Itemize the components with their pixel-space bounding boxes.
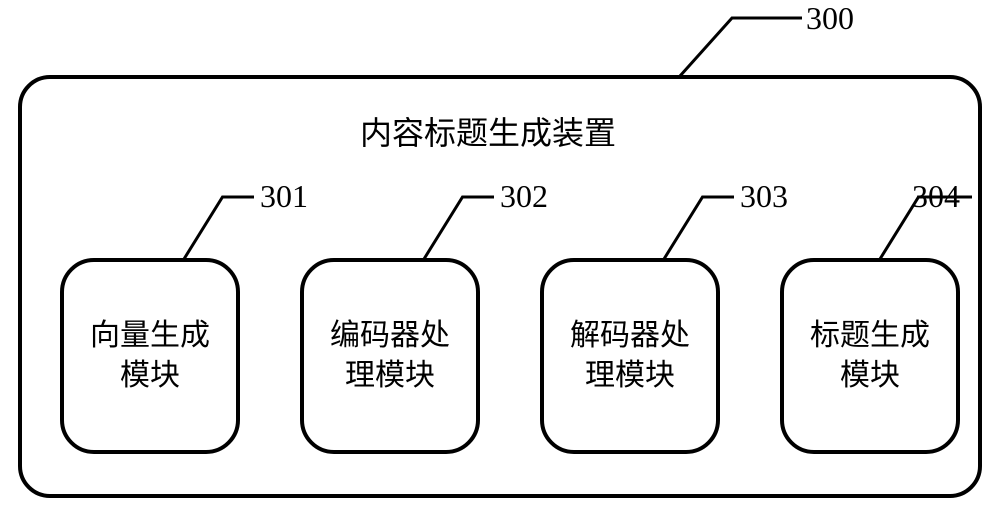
callout-label-1: 302: [500, 178, 548, 215]
module-box-3: 标题生成 模块: [780, 258, 960, 454]
outer-container-title: 内容标题生成装置: [360, 108, 616, 154]
callout-label-outer: 300: [806, 0, 854, 37]
module-box-1: 编码器处 理模块: [300, 258, 480, 454]
leader-line-outer: [678, 16, 804, 78]
module-box-0: 向量生成 模块: [60, 258, 240, 454]
module-label-3: 标题生成 模块: [810, 316, 930, 397]
callout-label-0: 301: [260, 178, 308, 215]
module-label-2: 解码器处 理模块: [570, 316, 690, 397]
module-label-1: 编码器处 理模块: [330, 316, 450, 397]
module-label-0: 向量生成 模块: [90, 316, 210, 397]
module-box-2: 解码器处 理模块: [540, 258, 720, 454]
callout-label-3: 304: [912, 178, 960, 215]
diagram-canvas: 内容标题生成装置 300 向量生成 模块 301 编码器处 理模块 302 解码…: [0, 0, 1000, 519]
callout-label-2: 303: [740, 178, 788, 215]
